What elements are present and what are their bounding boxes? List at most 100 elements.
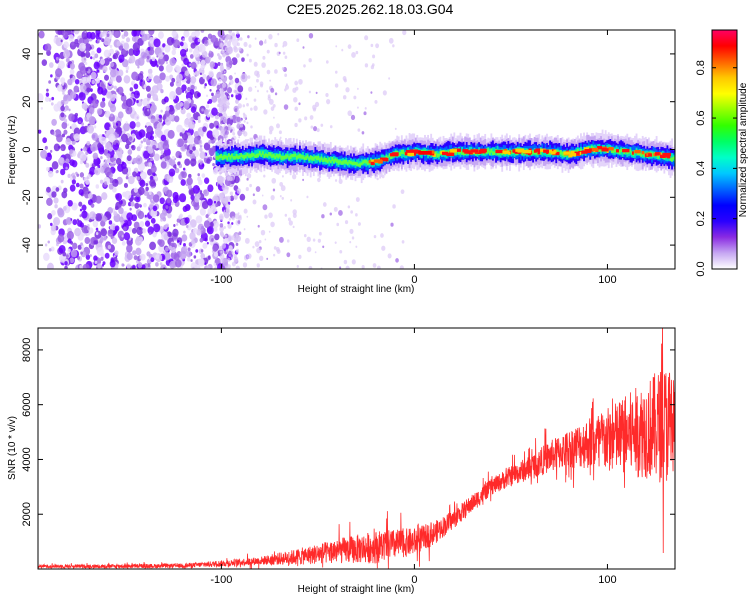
heatmap-noise-cell bbox=[81, 122, 85, 126]
heatmap-noise-cell bbox=[152, 205, 158, 212]
heatmap-noise-cell bbox=[279, 136, 282, 139]
heatmap-ridge-cell bbox=[269, 152, 272, 157]
heatmap-noise-cell bbox=[202, 242, 208, 249]
heatmap-noise-cell bbox=[197, 176, 202, 182]
heatmap-noise-cell bbox=[148, 232, 152, 236]
heatmap-noise-cell bbox=[152, 231, 157, 238]
heatmap-noise-cell bbox=[137, 262, 143, 269]
heatmap-noise-cell bbox=[60, 112, 65, 118]
heatmap-noise-cell bbox=[136, 176, 140, 181]
heatmap-noise-cell bbox=[242, 262, 248, 268]
heatmap-noise-cell bbox=[64, 261, 68, 266]
heatmap-noise-cell bbox=[185, 246, 188, 249]
heatmap-noise-cell bbox=[81, 204, 87, 211]
heatmap-noise-cell bbox=[81, 224, 89, 234]
heatmap-noise-cell bbox=[375, 43, 380, 49]
heatmap-noise-cell bbox=[206, 241, 209, 245]
heatmap-noise-cell bbox=[103, 236, 107, 241]
heatmap-ridge-cell bbox=[487, 148, 490, 153]
heatmap-noise-cell bbox=[256, 78, 259, 83]
heatmap-noise-cell bbox=[95, 227, 99, 231]
heatmap-noise-cell bbox=[47, 240, 50, 244]
heatmap-noise-cell bbox=[290, 199, 293, 202]
heatmap-noise-cell bbox=[178, 193, 187, 203]
heatmap-noise-cell bbox=[225, 208, 231, 214]
heatmap-noise-cell bbox=[335, 45, 338, 48]
heatmap-ridge-cell bbox=[521, 151, 524, 156]
heatmap-noise-cell bbox=[228, 30, 232, 34]
heatmap-ridge-cell bbox=[348, 160, 351, 168]
heatmap-noise-cell bbox=[115, 122, 119, 126]
heatmap-noise-cell bbox=[227, 257, 231, 262]
heatmap-noise-cell bbox=[213, 262, 217, 266]
heatmap-noise-cell bbox=[177, 240, 180, 243]
heatmap-noise-cell bbox=[125, 69, 129, 73]
heatmap-noise-cell bbox=[83, 161, 87, 165]
heatmap-noise-cell bbox=[234, 72, 236, 75]
heatmap-noise-cell bbox=[167, 129, 175, 139]
heatmap-noise-cell bbox=[135, 155, 143, 165]
heatmap-noise-cell bbox=[118, 54, 125, 63]
heatmap-noise-cell bbox=[159, 197, 165, 205]
heatmap-noise-cell bbox=[349, 228, 354, 234]
heatmap-noise-cell bbox=[184, 158, 191, 166]
heatmap-noise-cell bbox=[236, 31, 240, 35]
heatmap-noise-cell bbox=[89, 88, 93, 92]
heatmap-noise-cell bbox=[117, 86, 124, 95]
heatmap-ridge-cell bbox=[343, 159, 346, 164]
heatmap-noise-cell bbox=[119, 139, 123, 143]
heatmap-ridge-cell bbox=[496, 151, 499, 156]
heatmap-noise-cell bbox=[296, 264, 299, 268]
heatmap-peak-cell bbox=[535, 148, 541, 152]
heatmap-noise-cell bbox=[268, 230, 271, 233]
heatmap-peak-cell bbox=[584, 149, 592, 153]
heatmap-noise-cell bbox=[126, 155, 132, 162]
heatmap-ridge-cell bbox=[353, 161, 355, 166]
heatmap-noise-cell bbox=[48, 248, 52, 252]
heatmap-noise-cell bbox=[83, 57, 86, 61]
heatmap-ridge-cell bbox=[218, 154, 221, 159]
heatmap-noise-cell bbox=[110, 62, 115, 68]
heatmap-ridge-cell bbox=[329, 160, 332, 164]
heatmap-ridge-cell bbox=[254, 154, 257, 158]
heatmap-panel: -100 0 100 -40 -20 0 20 40 Height of straight l… bbox=[7, 29, 676, 295]
heatmap-ridge-cell bbox=[255, 150, 258, 157]
heatmap-ridge-cell bbox=[671, 153, 673, 162]
heatmap-noise-cell bbox=[138, 203, 141, 207]
heatmap-noise-cell bbox=[270, 106, 275, 111]
heatmap-noise-cell bbox=[190, 84, 195, 91]
heatmap-noise-cell bbox=[221, 243, 227, 249]
heatmap-noise-cell bbox=[226, 104, 229, 108]
heatmap-noise-cell bbox=[93, 61, 100, 70]
heatmap-ridge-cell bbox=[621, 148, 624, 157]
heatmap-noise-cell bbox=[250, 125, 253, 129]
heatmap-noise-cell bbox=[336, 222, 340, 227]
heatmap-noise-cell bbox=[148, 44, 151, 48]
heatmap-ridge-cell bbox=[541, 149, 544, 157]
heatmap-noise-cell bbox=[207, 198, 213, 206]
heatmap-noise-cell bbox=[165, 205, 169, 209]
heatmap-noise-cell bbox=[79, 172, 85, 178]
heatmap-noise-cell bbox=[235, 233, 238, 237]
heatmap-noise-cell bbox=[150, 165, 157, 173]
heatmap-noise-cell bbox=[61, 191, 68, 199]
heatmap-noise-cell bbox=[181, 84, 187, 92]
heatmap-peak-cell bbox=[370, 161, 375, 166]
heatmap-noise-cell bbox=[95, 213, 102, 222]
heatmap-noise-cell bbox=[129, 207, 132, 211]
heatmap-noise-cell bbox=[108, 183, 114, 190]
heatmap-noise-cell bbox=[148, 191, 152, 195]
heatmap-xtick-label: 100 bbox=[598, 274, 616, 286]
heatmap-noise-cell bbox=[222, 54, 226, 58]
heatmap-noise-cell bbox=[101, 192, 108, 201]
heatmap-noise-cell bbox=[252, 199, 257, 205]
heatmap-peak-cell bbox=[573, 151, 580, 155]
heatmap-noise-cell bbox=[222, 109, 227, 114]
heatmap-noise-cell bbox=[192, 146, 196, 151]
heatmap-noise-cell bbox=[132, 157, 138, 164]
heatmap-noise-cell bbox=[246, 215, 249, 218]
heatmap-noise-cell bbox=[108, 57, 113, 62]
heatmap-noise-cell bbox=[90, 203, 95, 208]
heatmap-noise-cell bbox=[108, 220, 113, 225]
heatmap-noise-cell bbox=[209, 122, 215, 129]
